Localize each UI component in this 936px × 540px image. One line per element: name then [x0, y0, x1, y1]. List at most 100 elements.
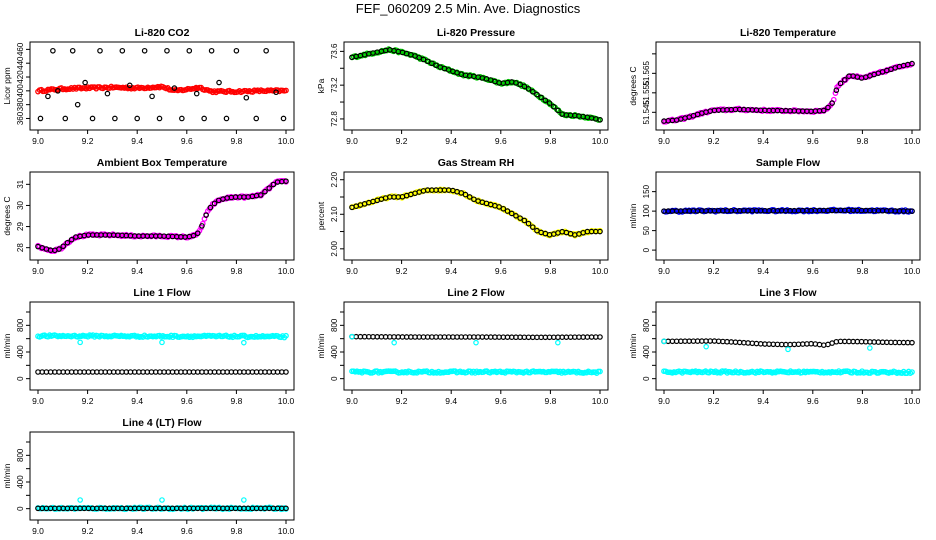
data-point — [60, 243, 67, 250]
chart-title: Line 2 Flow — [447, 287, 505, 299]
series-black — [661, 60, 915, 124]
data-point — [391, 339, 397, 346]
data-point — [273, 89, 279, 96]
y-tick-label: 2.10 — [330, 206, 339, 222]
series-cyan — [661, 368, 915, 377]
data-point — [69, 47, 76, 54]
chart-title: Sample Flow — [756, 157, 821, 169]
x-tick-label: 9.4 — [131, 266, 143, 276]
y-tick-label: 0 — [16, 506, 25, 511]
y-tick-label: 51.545 — [642, 100, 651, 125]
data-point — [89, 115, 96, 122]
data-point — [513, 212, 519, 219]
x-tick-label: 10.0 — [904, 136, 921, 146]
data-point — [37, 115, 44, 122]
x-tick-label: 10.0 — [592, 396, 609, 406]
data-point — [555, 107, 561, 114]
data-point — [661, 338, 667, 345]
x-tick-label: 9.4 — [131, 136, 143, 146]
y-tick-label: 360 — [16, 111, 25, 125]
x-tick-label: 9.6 — [181, 266, 193, 276]
y-axis-label: kPa — [316, 78, 326, 93]
data-point — [190, 232, 197, 239]
x-tick-label: 10.0 — [904, 266, 921, 276]
series-black — [35, 505, 289, 512]
x-tick-label: 9.6 — [181, 396, 193, 406]
y-tick-label: 800 — [16, 318, 25, 332]
x-tick-label: 9.2 — [82, 526, 94, 536]
x-tick-label: 10.0 — [278, 266, 295, 276]
x-tick-label: 9.6 — [807, 266, 819, 276]
data-point — [97, 47, 103, 54]
data-point — [820, 107, 827, 114]
data-point — [201, 115, 207, 122]
data-point — [62, 115, 69, 122]
series-black — [661, 338, 915, 348]
chart-6: Sample Flow ml/min 9.0 9.2 9.4 9.6 9.8 10.0 0 50 1… — [628, 157, 921, 276]
plot-frame — [343, 41, 609, 131]
x-tick-label: 9.2 — [396, 266, 408, 276]
data-point — [504, 208, 511, 214]
x-tick-label: 9.4 — [757, 136, 769, 146]
y-tick-label: 50 — [642, 226, 651, 235]
x-tick-label: 9.0 — [346, 396, 358, 406]
x-tick-label: 9.2 — [396, 136, 408, 146]
data-point — [546, 100, 553, 106]
data-point — [164, 47, 170, 54]
data-point — [508, 210, 515, 217]
y-tick-label: 2.00 — [330, 240, 339, 256]
y-tick-label: 72.8 — [330, 111, 339, 127]
x-tick-label: 9.8 — [230, 136, 242, 146]
y-tick-label: 73.6 — [330, 43, 339, 59]
data-point — [211, 200, 218, 207]
data-point — [597, 334, 603, 340]
x-tick-label: 9.6 — [807, 136, 819, 146]
y-tick-label: 73.2 — [330, 77, 339, 93]
chart-8: Line 2 Flow ml/min 9.0 9.2 9.4 9.6 9.8 10.0 0 400… — [316, 287, 609, 406]
y-tick-label: 51.555 — [642, 80, 651, 105]
data-point — [521, 217, 528, 224]
y-tick-label: 51.565 — [642, 61, 651, 86]
data-point — [542, 97, 549, 104]
y-tick-label: 800 — [642, 318, 651, 332]
data-point — [159, 339, 165, 346]
series-red — [35, 83, 289, 96]
chart-title: Line 4 (LT) Flow — [122, 417, 202, 429]
x-tick-label: 9.2 — [708, 266, 720, 276]
data-point — [517, 215, 523, 221]
x-tick-label: 9.4 — [445, 396, 457, 406]
x-tick-label: 9.2 — [82, 136, 94, 146]
data-point — [193, 90, 200, 97]
x-tick-label: 9.4 — [445, 136, 457, 146]
x-tick-label: 10.0 — [904, 396, 921, 406]
x-tick-label: 9.0 — [658, 266, 670, 276]
data-point — [56, 246, 62, 252]
chart-title: Li-820 CO2 — [135, 27, 190, 39]
x-tick-label: 9.0 — [658, 136, 670, 146]
data-point — [45, 93, 51, 100]
data-point — [521, 83, 528, 90]
data-point — [156, 115, 163, 122]
data-point — [525, 220, 532, 227]
data-point — [785, 346, 791, 353]
y-tick-label: 28 — [16, 243, 25, 252]
y-tick-label: 2.20 — [330, 171, 339, 187]
plot-frame — [29, 431, 295, 521]
data-point — [223, 115, 230, 122]
y-tick-label: 30 — [16, 200, 25, 209]
chart-title: Gas Stream RH — [438, 157, 514, 169]
x-tick-label: 9.6 — [495, 266, 507, 276]
series-green — [349, 46, 603, 123]
data-point — [119, 47, 126, 54]
data-point — [703, 343, 709, 350]
x-tick-label: 10.0 — [278, 396, 295, 406]
data-point — [283, 369, 289, 375]
chart-4: Ambient Box Temperature degrees C 9.0 9.2 9.… — [2, 157, 295, 276]
data-point — [82, 79, 88, 86]
x-tick-label: 9.2 — [82, 396, 94, 406]
data-point — [280, 115, 287, 122]
data-point — [233, 47, 240, 54]
data-point — [263, 47, 269, 54]
plot-frame — [343, 301, 609, 391]
